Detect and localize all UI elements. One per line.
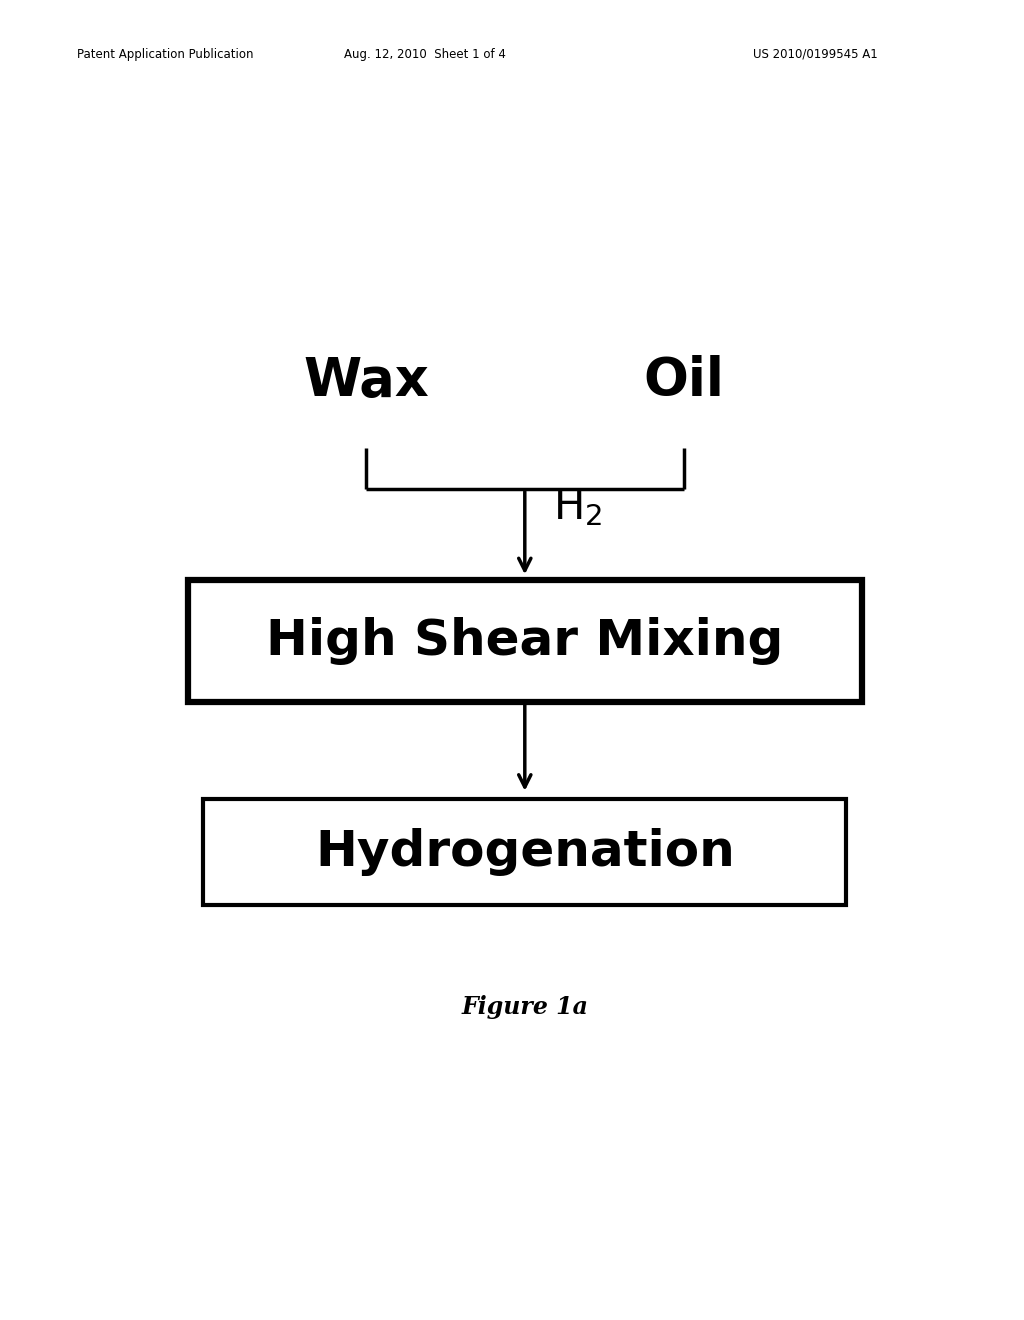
Text: US 2010/0199545 A1: US 2010/0199545 A1 [753, 48, 878, 61]
Text: Patent Application Publication: Patent Application Publication [77, 48, 253, 61]
Text: H$_2$: H$_2$ [553, 487, 602, 528]
Text: High Shear Mixing: High Shear Mixing [266, 618, 783, 665]
Text: Hydrogenation: Hydrogenation [315, 828, 734, 876]
Bar [187, 581, 862, 702]
Bar [204, 799, 846, 906]
Text: Figure 1a: Figure 1a [462, 995, 588, 1019]
Text: Aug. 12, 2010  Sheet 1 of 4: Aug. 12, 2010 Sheet 1 of 4 [344, 48, 506, 61]
Text: Oil: Oil [643, 355, 724, 408]
Text: Wax: Wax [303, 355, 429, 408]
